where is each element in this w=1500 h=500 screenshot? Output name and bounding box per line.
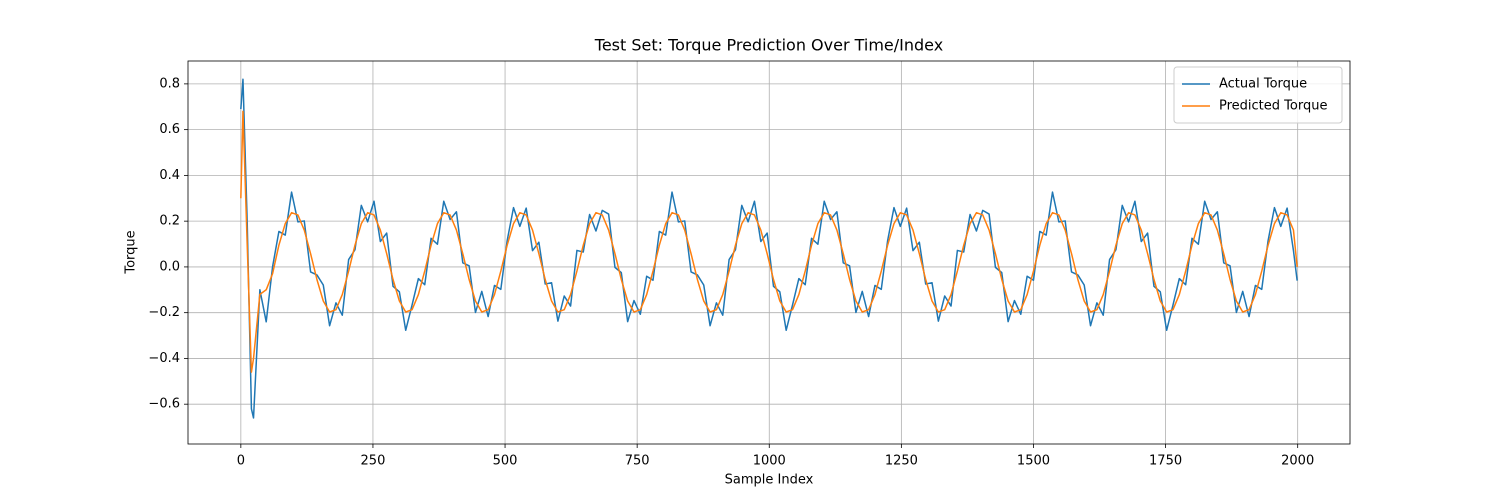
y-axis-label: Torque bbox=[124, 230, 139, 274]
y-tick-label: 0.2 bbox=[159, 214, 180, 229]
y-tick-label: −0.4 bbox=[148, 351, 180, 366]
y-tick-label: 0.6 bbox=[159, 122, 180, 137]
x-tick-label: 1250 bbox=[885, 454, 918, 469]
legend-box bbox=[1173, 66, 1343, 124]
x-tick-label: 750 bbox=[625, 454, 650, 469]
x-axis-label: Sample Index bbox=[725, 473, 814, 488]
chart-title: Test Set: Torque Prediction Over Time/In… bbox=[594, 36, 943, 55]
plot-frame bbox=[187, 60, 1351, 445]
x-tick-label: 1750 bbox=[1149, 454, 1182, 469]
data-line bbox=[240, 78, 1298, 419]
x-tick-label: 250 bbox=[361, 454, 386, 469]
x-tick-label: 0 bbox=[237, 454, 245, 469]
y-tick-label: −0.6 bbox=[148, 397, 180, 412]
data-line bbox=[240, 110, 1298, 373]
x-tick-label: 2000 bbox=[1281, 454, 1314, 469]
y-tick-label: 0.0 bbox=[159, 259, 180, 274]
legend-label: Predicted Torque bbox=[1219, 99, 1327, 114]
x-tick-label: 1000 bbox=[753, 454, 786, 469]
y-tick-label: 0.4 bbox=[159, 168, 180, 183]
y-tick-label: 0.8 bbox=[159, 76, 180, 91]
legend-label: Actual Torque bbox=[1219, 77, 1307, 92]
x-tick-label: 1500 bbox=[1017, 454, 1050, 469]
x-tick-label: 500 bbox=[493, 454, 518, 469]
y-tick-label: −0.2 bbox=[148, 305, 180, 320]
